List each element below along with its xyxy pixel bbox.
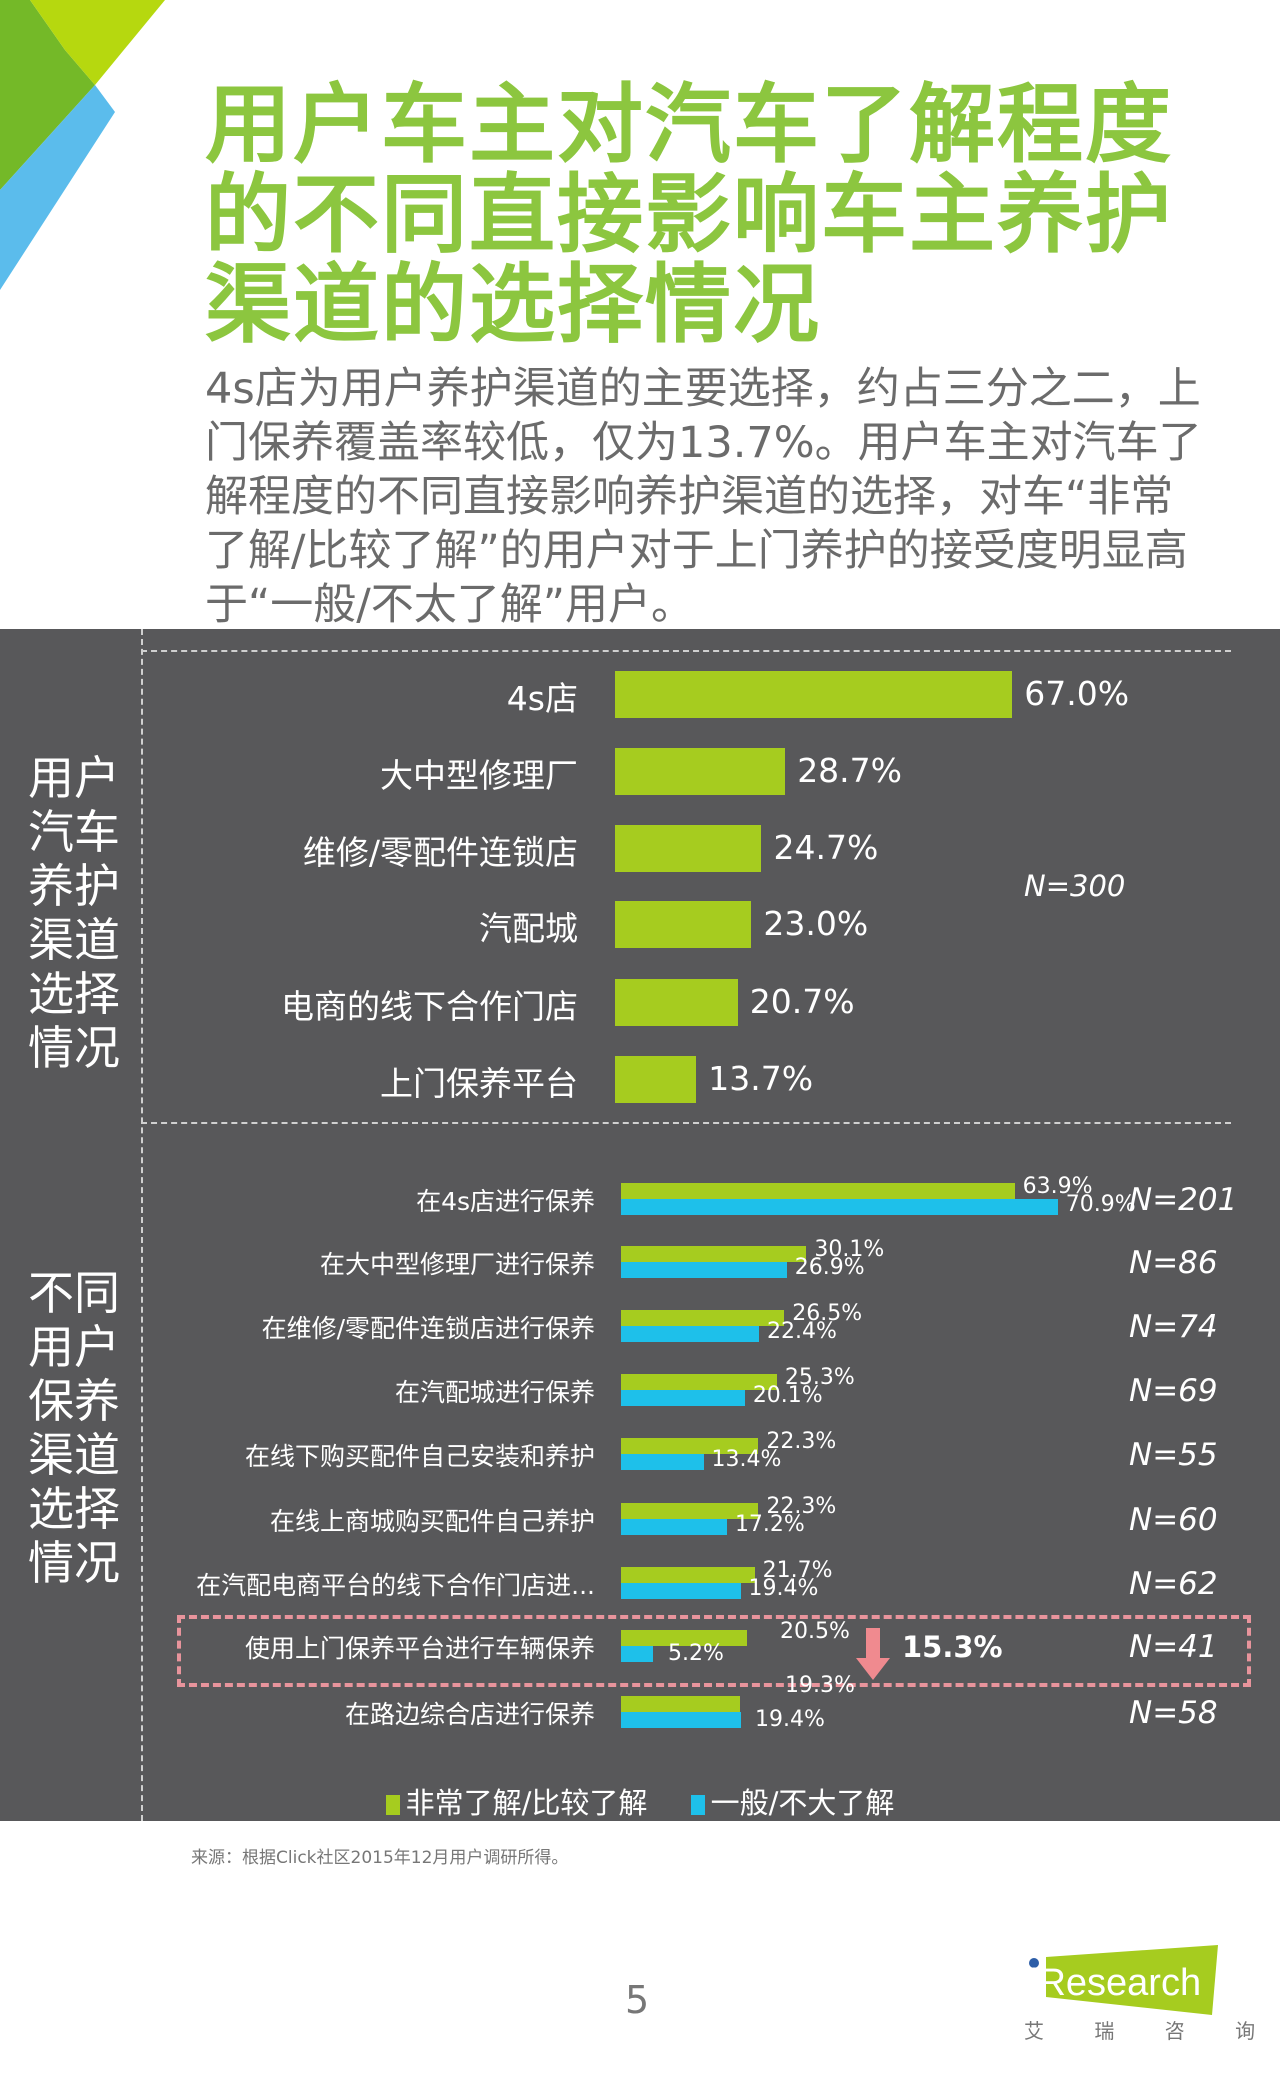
data-label: 28.7% bbox=[797, 751, 903, 790]
category-label: 使用上门保养平台进行车辆保养 bbox=[244, 1634, 595, 1663]
bar-blue bbox=[621, 1583, 741, 1599]
bar-blue bbox=[621, 1390, 745, 1406]
bar bbox=[615, 825, 762, 872]
data-label: 20.7% bbox=[749, 982, 855, 1021]
chart1-n-label: N=300 bbox=[1024, 869, 1126, 903]
source-note: 来源：根据Click社区2015年12月用户调研所得。 bbox=[191, 1848, 569, 1868]
data-label-green: 63.9% bbox=[1022, 1174, 1093, 1199]
legend: 非常了解/比较了解 一般/不大了解 bbox=[0, 1780, 1280, 1822]
category-label: 大中型修理厂 bbox=[380, 756, 578, 795]
data-label-blue: 19.4% bbox=[748, 1576, 819, 1601]
bar-green bbox=[621, 1503, 759, 1519]
divider-top bbox=[141, 650, 1231, 652]
bar bbox=[615, 979, 738, 1026]
category-label: 在路边综合店进行保养 bbox=[344, 1700, 595, 1729]
legend-item-green: 非常了解/比较了解 bbox=[385, 1786, 648, 1820]
bar-green bbox=[621, 1374, 777, 1390]
page-title: 用户车主对汽车了解程度的不同直接影响车主养护渠道的选择情况 bbox=[205, 75, 1173, 355]
bar-blue bbox=[621, 1262, 787, 1278]
data-label: 67.0% bbox=[1024, 674, 1130, 713]
category-label: 电商的线下合作门店 bbox=[281, 987, 578, 1026]
bar-blue bbox=[621, 1199, 1058, 1215]
sample-size-label: N=74 bbox=[1129, 1309, 1218, 1345]
bar-green bbox=[621, 1630, 748, 1646]
bar-blue bbox=[621, 1646, 654, 1662]
data-label-blue: 19.4% bbox=[755, 1707, 825, 1732]
sample-size-label: N=201 bbox=[1129, 1182, 1238, 1218]
category-label: 在大中型修理厂进行保养 bbox=[319, 1250, 595, 1279]
bar-green bbox=[621, 1438, 759, 1454]
bar-green bbox=[621, 1246, 807, 1262]
bar-green bbox=[621, 1183, 1015, 1199]
chart1-side-title: 用户汽车养护渠道选择情况 bbox=[28, 751, 120, 1075]
bar-green bbox=[621, 1310, 785, 1326]
legend-label-blue: 一般/不大了解 bbox=[710, 1786, 895, 1820]
category-label: 汽配城 bbox=[479, 909, 578, 948]
data-label-blue: 17.2% bbox=[734, 1512, 805, 1537]
bar bbox=[615, 671, 1013, 718]
chart2-side-title: 不同用户保养渠道选择情况 bbox=[28, 1266, 120, 1590]
data-label-green: 21.7% bbox=[762, 1558, 833, 1583]
page-subtitle: 4s店为用户养护渠道的主要选择，约占三分之二，上门保养覆盖率较低，仅为13.7%… bbox=[205, 364, 1202, 630]
logo-chinese: 艾 瑞 咨 询 bbox=[1024, 2019, 1278, 2043]
category-label: 在维修/零配件连锁店进行保养 bbox=[261, 1314, 595, 1343]
iresearch-logo: iResearch 艾 瑞 咨 询 bbox=[1024, 1945, 1255, 2045]
legend-swatch-green bbox=[385, 1795, 400, 1815]
bar-green bbox=[621, 1696, 740, 1712]
sample-size-label: N=69 bbox=[1129, 1373, 1218, 1409]
sample-size-label: N=55 bbox=[1129, 1437, 1218, 1473]
down-arrow-icon bbox=[856, 1628, 890, 1680]
category-label: 在汽配电商平台的线下合作门店进... bbox=[196, 1571, 595, 1600]
category-label: 在线下购买配件自己安装和养护 bbox=[244, 1442, 595, 1471]
bar bbox=[615, 1056, 697, 1103]
sample-size-label: N=58 bbox=[1129, 1695, 1218, 1731]
data-label: 23.0% bbox=[763, 904, 869, 943]
bar-green bbox=[621, 1567, 755, 1583]
bar-blue bbox=[621, 1454, 704, 1470]
category-label: 维修/零配件连锁店 bbox=[302, 833, 578, 872]
bar-blue bbox=[621, 1712, 741, 1728]
bar bbox=[615, 748, 786, 795]
legend-item-blue: 一般/不大了解 bbox=[690, 1786, 895, 1820]
data-label-green: 30.1% bbox=[814, 1237, 885, 1262]
legend-swatch-blue bbox=[690, 1795, 705, 1815]
data-label-blue: 20.1% bbox=[752, 1383, 823, 1408]
category-label: 上门保养平台 bbox=[380, 1064, 578, 1103]
divider-vertical bbox=[141, 629, 143, 1821]
data-label-blue: 5.2% bbox=[668, 1641, 724, 1666]
sample-size-label: N=86 bbox=[1129, 1245, 1218, 1281]
divider-middle bbox=[141, 1122, 1231, 1124]
data-label-green: 19.3% bbox=[785, 1673, 855, 1698]
data-label-green: 22.3% bbox=[766, 1429, 837, 1454]
highlight-box bbox=[177, 1615, 1251, 1687]
highlight-difference: 15.3% bbox=[902, 1630, 1003, 1664]
data-label-green: 20.5% bbox=[780, 1619, 850, 1644]
page-number: 5 bbox=[625, 1978, 650, 2022]
data-label-blue: 26.9% bbox=[794, 1255, 865, 1280]
category-label: 在4s店进行保养 bbox=[416, 1187, 595, 1216]
data-label-green: 26.5% bbox=[792, 1301, 863, 1326]
data-label-blue: 22.4% bbox=[766, 1319, 837, 1344]
sample-size-label: N=60 bbox=[1129, 1502, 1218, 1538]
sample-size-label: N=62 bbox=[1129, 1566, 1218, 1602]
bar-blue bbox=[621, 1519, 727, 1535]
data-label: 24.7% bbox=[773, 828, 879, 867]
data-label: 13.7% bbox=[708, 1059, 814, 1098]
svg-text:iResearch: iResearch bbox=[1030, 1962, 1201, 2004]
sample-size-label: N=41 bbox=[1129, 1629, 1218, 1665]
corner-decoration bbox=[0, 0, 165, 290]
data-label-green: 25.3% bbox=[784, 1365, 855, 1390]
data-label-blue: 70.9% bbox=[1065, 1192, 1136, 1217]
legend-label-green: 非常了解/比较了解 bbox=[405, 1786, 648, 1820]
data-label-blue: 13.4% bbox=[711, 1447, 782, 1472]
category-label: 在汽配城进行保养 bbox=[394, 1378, 595, 1407]
bar-blue bbox=[621, 1326, 759, 1342]
bar bbox=[615, 901, 752, 948]
data-label-green: 22.3% bbox=[766, 1494, 837, 1519]
category-label: 4s店 bbox=[506, 679, 578, 718]
category-label: 在线上商城购买配件自己养护 bbox=[269, 1507, 595, 1536]
